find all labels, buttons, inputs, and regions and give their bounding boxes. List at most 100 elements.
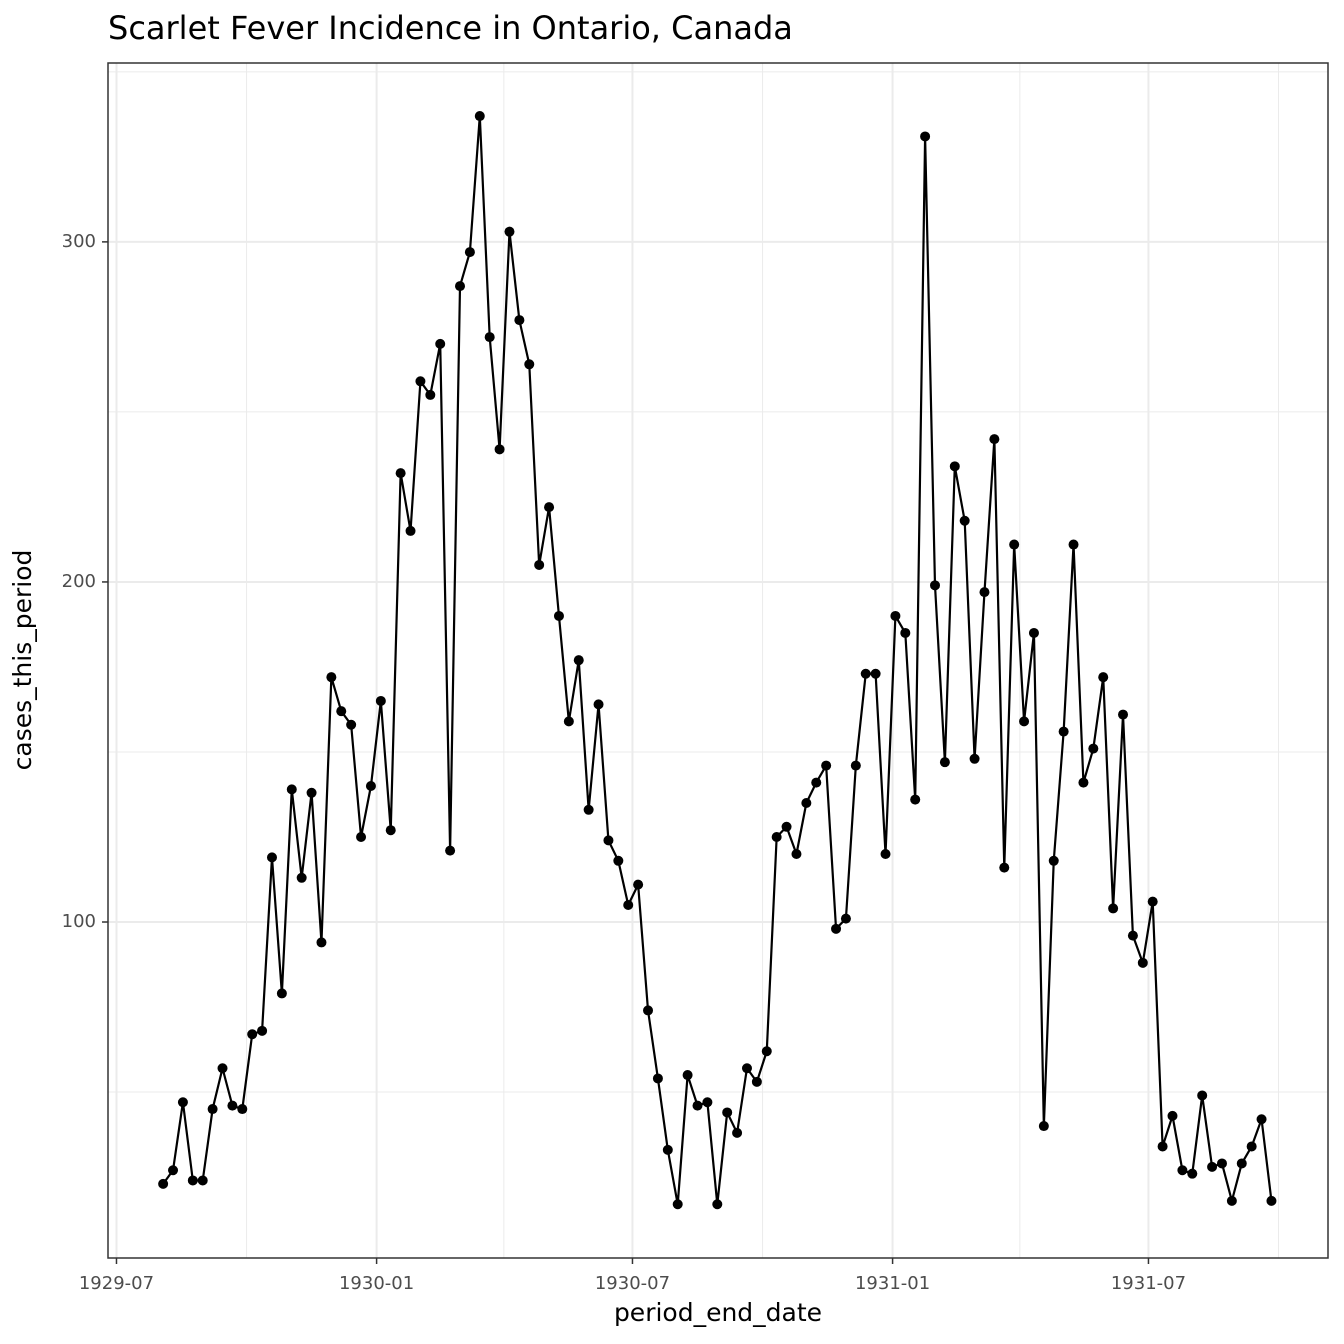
point	[1207, 1161, 1218, 1172]
point	[959, 515, 970, 526]
point	[751, 1076, 762, 1087]
y-tick-label: 200	[62, 571, 96, 592]
point	[464, 247, 475, 258]
chart-title: Scarlet Fever Incidence in Ontario, Cana…	[108, 9, 793, 47]
point	[1157, 1141, 1168, 1152]
point	[1177, 1165, 1188, 1176]
point	[840, 913, 851, 924]
point	[761, 1046, 772, 1057]
point	[286, 784, 297, 795]
point	[900, 627, 911, 638]
point	[296, 872, 307, 883]
point	[979, 587, 990, 598]
point	[227, 1100, 238, 1111]
point	[346, 719, 357, 730]
x-tick-label: 1930-07	[595, 1273, 670, 1294]
point	[613, 855, 624, 866]
point	[880, 848, 891, 859]
point	[1147, 896, 1158, 907]
point	[1137, 957, 1148, 968]
point	[1048, 855, 1059, 866]
point	[405, 525, 416, 536]
point	[969, 753, 980, 764]
point	[1019, 716, 1030, 727]
point	[821, 760, 832, 771]
point	[831, 923, 842, 934]
point	[276, 988, 287, 999]
point	[168, 1165, 179, 1176]
point	[1187, 1168, 1198, 1179]
x-tick-label: 1931-07	[1111, 1273, 1186, 1294]
point	[1108, 903, 1119, 914]
point	[1088, 743, 1099, 754]
point	[929, 580, 940, 591]
point	[435, 338, 446, 349]
point	[237, 1104, 248, 1115]
x-tick-label: 1930-01	[339, 1273, 414, 1294]
point	[1256, 1114, 1267, 1125]
point	[415, 376, 426, 387]
point	[326, 672, 337, 683]
point	[1127, 930, 1138, 941]
point	[1236, 1158, 1247, 1169]
y-tick-label: 100	[62, 911, 96, 932]
point	[187, 1175, 198, 1186]
point	[217, 1063, 228, 1074]
point	[524, 359, 535, 370]
point	[1197, 1090, 1208, 1101]
point	[633, 879, 644, 890]
point	[890, 610, 901, 621]
point	[1098, 672, 1109, 683]
point	[593, 699, 604, 710]
point	[425, 389, 436, 400]
point	[791, 848, 802, 859]
point	[989, 434, 1000, 445]
point	[395, 468, 406, 479]
point	[257, 1025, 268, 1036]
point	[266, 852, 277, 863]
point	[484, 332, 495, 343]
point	[672, 1199, 683, 1210]
panel-border	[107, 62, 1329, 1259]
point	[1058, 726, 1069, 737]
point	[158, 1178, 169, 1189]
point	[692, 1100, 703, 1111]
point	[1068, 539, 1079, 550]
panel-background	[108, 63, 1328, 1258]
point	[623, 900, 634, 911]
point	[336, 706, 347, 717]
point	[1028, 627, 1039, 638]
point	[910, 794, 921, 805]
point	[356, 831, 367, 842]
point	[662, 1144, 673, 1155]
point	[920, 131, 931, 142]
point	[544, 502, 555, 513]
point	[643, 1005, 654, 1016]
point	[1009, 539, 1020, 550]
point	[603, 835, 614, 846]
point	[583, 804, 594, 815]
x-axis-label: period_end_date	[614, 1298, 822, 1327]
point	[455, 281, 466, 292]
point	[652, 1073, 663, 1084]
point	[781, 821, 792, 832]
point	[1246, 1141, 1257, 1152]
point	[771, 831, 782, 842]
point	[494, 444, 505, 455]
point	[207, 1104, 218, 1115]
point	[306, 787, 317, 798]
y-tick-label: 300	[62, 231, 96, 252]
point	[504, 226, 515, 237]
point	[177, 1097, 188, 1108]
point	[702, 1097, 713, 1108]
x-tick-label: 1929-07	[79, 1273, 154, 1294]
point	[811, 777, 822, 788]
point	[801, 797, 812, 808]
point	[553, 610, 564, 621]
y-axis-label: cases_this_period	[8, 550, 37, 771]
point	[365, 780, 376, 791]
point	[197, 1175, 208, 1186]
point	[850, 760, 861, 771]
point	[1226, 1195, 1237, 1206]
point	[741, 1063, 752, 1074]
